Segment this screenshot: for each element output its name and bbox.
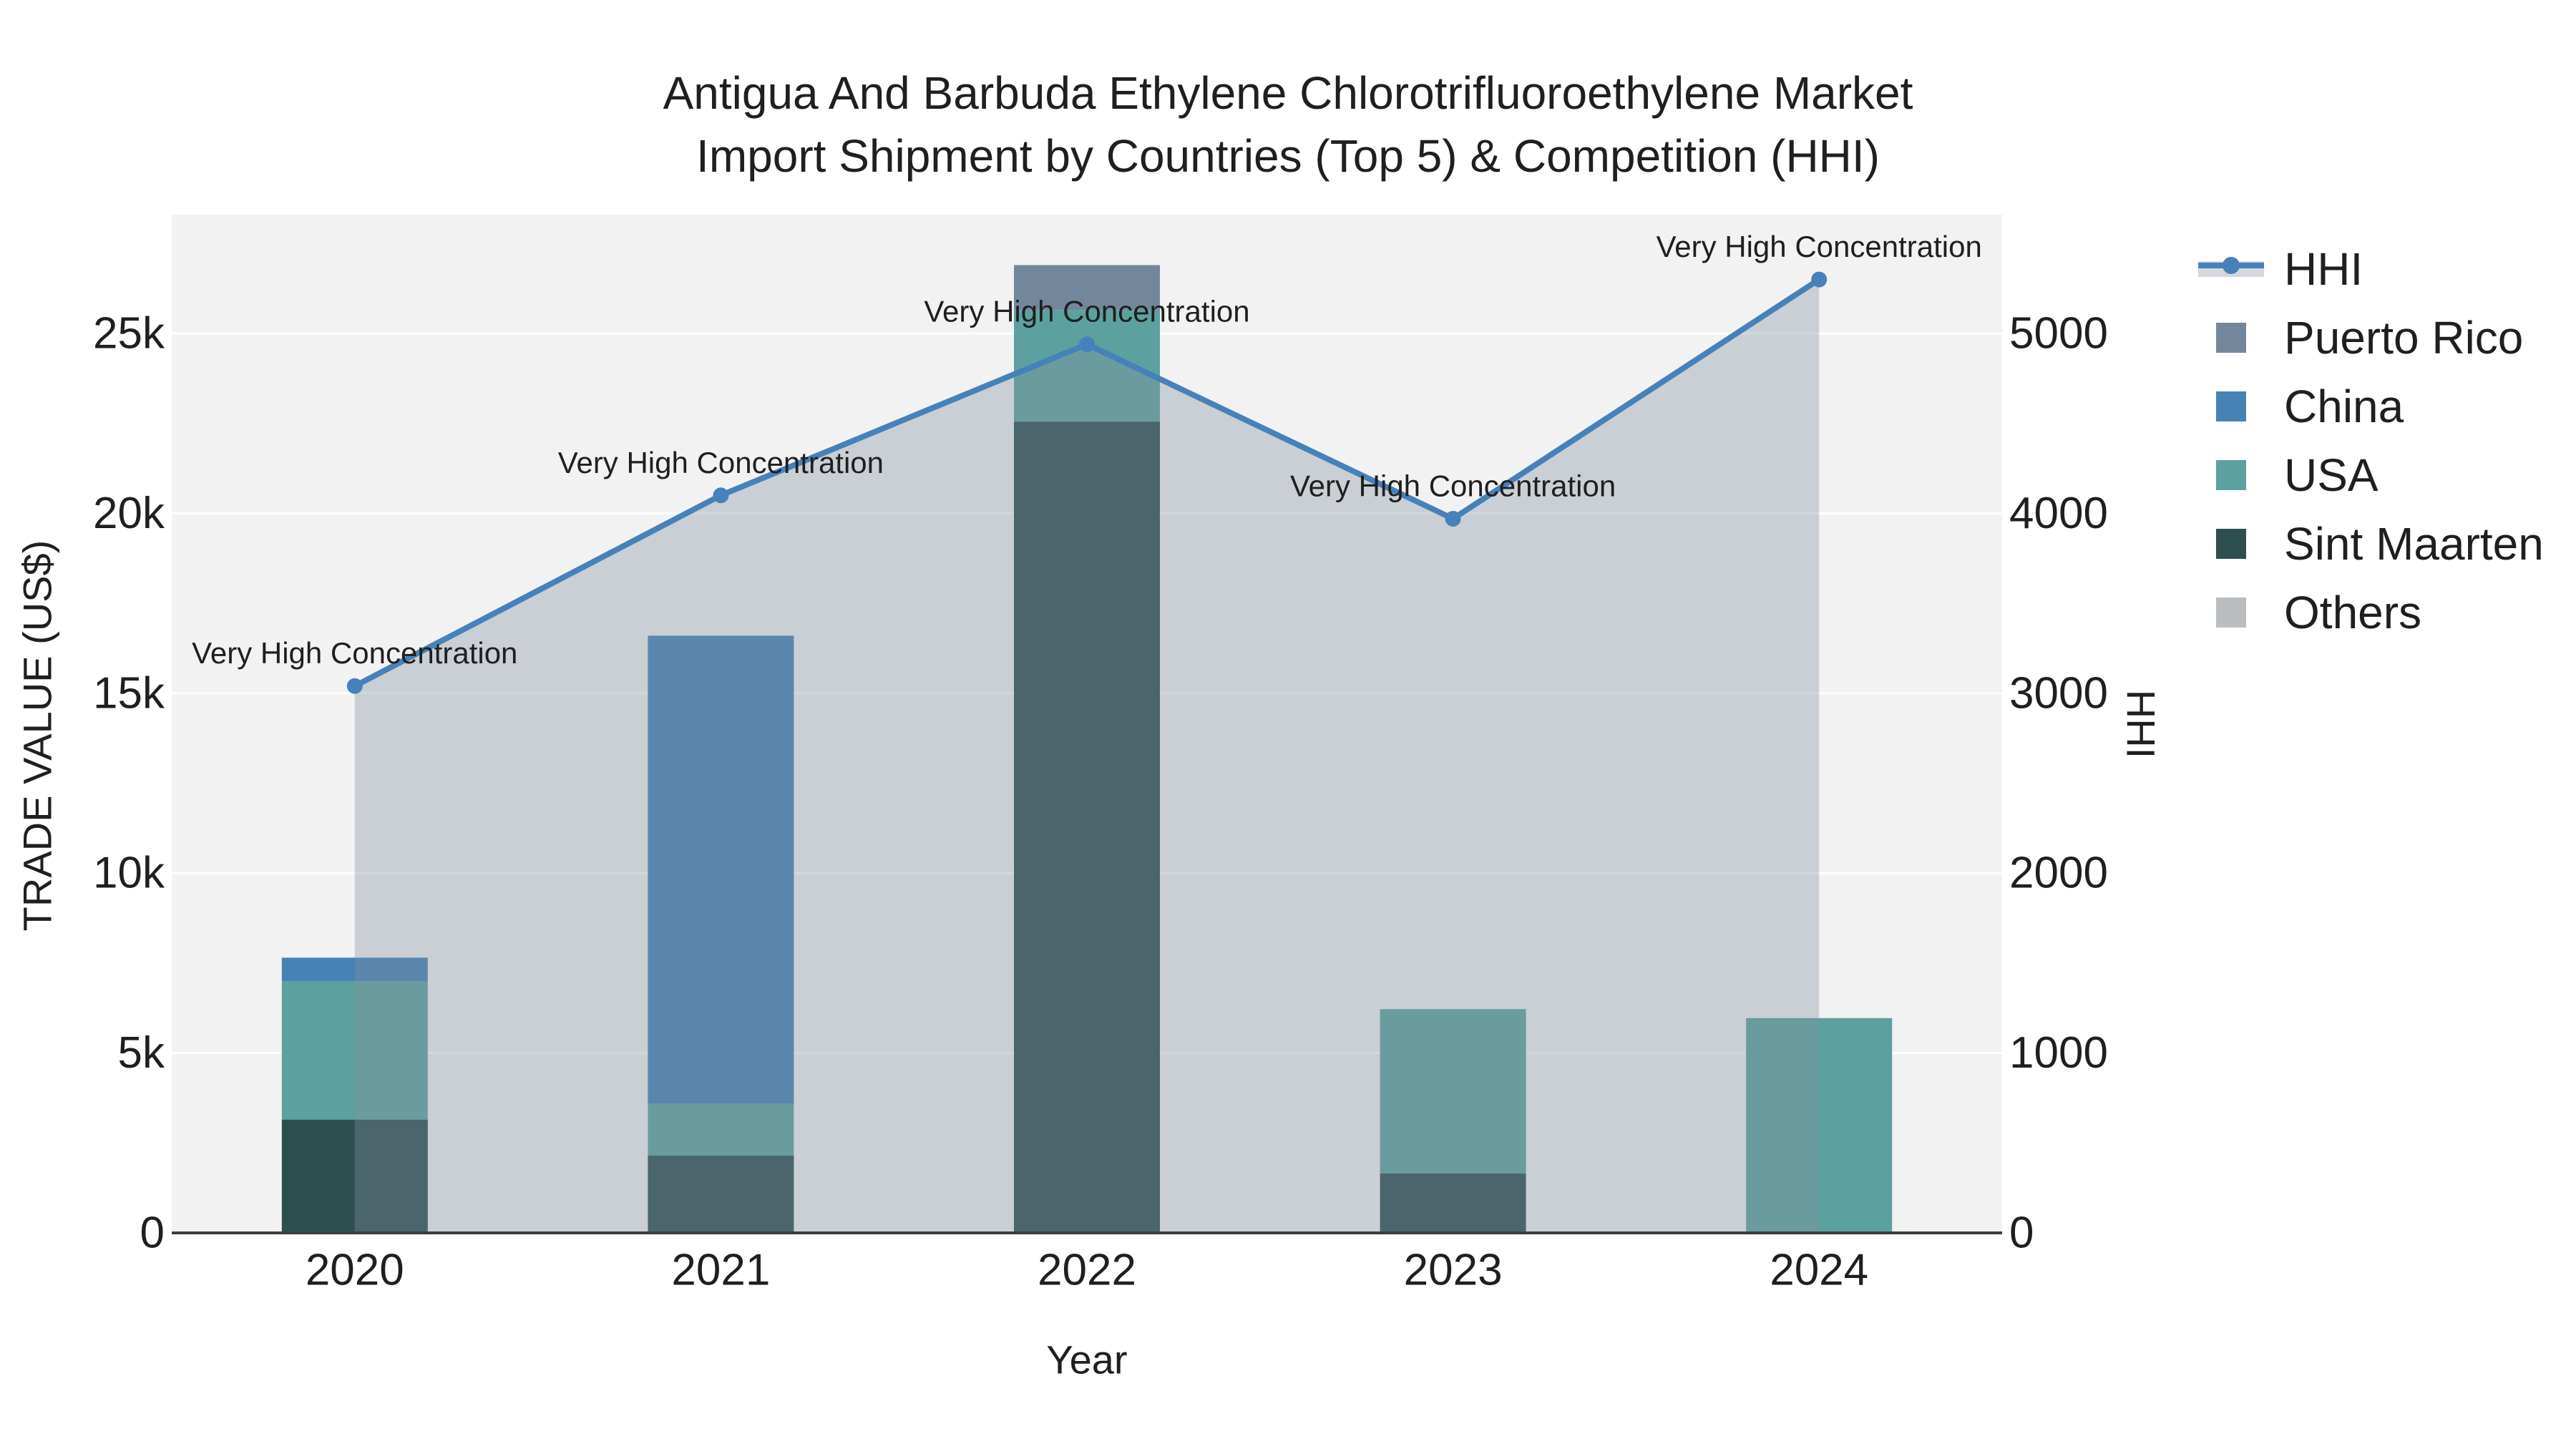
annotation-2023: Very High Concentration — [1290, 469, 1616, 502]
right-tick-2000: 2000 — [2009, 849, 2108, 898]
hhi-area — [354, 279, 1820, 1234]
legend-label: Puerto Rico — [2284, 312, 2524, 364]
hhi-marker-2023[interactable] — [1445, 510, 1461, 527]
annotation-2022: Very High Concentration — [924, 295, 1249, 328]
swatch-square-icon — [2216, 391, 2246, 421]
left-tick-25k: 25k — [93, 309, 165, 358]
legend-item-usa[interactable]: USA — [2198, 441, 2544, 509]
chart-title-line1: Antigua And Barbuda Ethylene Chlorotrifl… — [663, 67, 1913, 119]
legend-item-puerto-rico[interactable]: Puerto Rico — [2198, 303, 2544, 372]
x-tick-2020: 2020 — [306, 1246, 404, 1295]
legend-hhi-line-swatch — [2198, 257, 2264, 280]
bar-segment-usa-2023[interactable] — [1380, 1009, 1526, 1174]
legend-color-swatch — [2198, 323, 2264, 353]
left-tick-5k: 5k — [118, 1028, 165, 1078]
x-tick-2022: 2022 — [1038, 1246, 1136, 1295]
annotation-2024: Very High Concentration — [1657, 230, 1982, 263]
legend-color-swatch — [2198, 460, 2264, 490]
legend-label: USA — [2284, 449, 2379, 501]
legend-color-swatch — [2198, 597, 2264, 628]
y-axis-title-left: TRADE VALUE (US$) — [15, 540, 60, 932]
chart-title-line2: Import Shipment by Countries (Top 5) & C… — [696, 130, 1880, 182]
hhi-marker-2021[interactable] — [713, 487, 729, 504]
right-tick-3000: 3000 — [2009, 668, 2108, 718]
hhi-marker-2020[interactable] — [346, 678, 363, 694]
y-axis-title-right: HHI — [2119, 690, 2164, 758]
swatch-square-icon — [2216, 529, 2246, 559]
left-tick-20k: 20k — [93, 489, 165, 538]
left-tick-15k: 15k — [93, 668, 165, 718]
legend-label: Sint Maarten — [2284, 518, 2544, 570]
x-tick-2023: 2023 — [1404, 1246, 1503, 1295]
x-tick-2024: 2024 — [1770, 1246, 1868, 1295]
bar-segment-usa-2021[interactable] — [648, 1103, 794, 1156]
bar-segment-sint-maarten-2023[interactable] — [1380, 1174, 1526, 1233]
swatch-square-icon — [2216, 597, 2246, 628]
swatch-square-icon — [2216, 323, 2246, 353]
bar-segment-china-2021[interactable] — [648, 635, 794, 1103]
swatch-square-icon — [2216, 460, 2246, 490]
left-tick-10k: 10k — [93, 849, 165, 898]
legend-label: HHI — [2284, 243, 2363, 295]
hhi-marker-2022[interactable] — [1079, 336, 1095, 353]
legend-item-sint-maarten[interactable]: Sint Maarten — [2198, 509, 2544, 578]
x-tick-2021: 2021 — [671, 1246, 770, 1295]
legend-item-china[interactable]: China — [2198, 372, 2544, 441]
annotation-2020: Very High Concentration — [192, 636, 517, 670]
annotation-2021: Very High Concentration — [558, 446, 884, 479]
bar-segment-china-2020[interactable] — [281, 957, 428, 982]
x-axis-title: Year — [1046, 1337, 1127, 1382]
right-tick-4000: 4000 — [2009, 489, 2108, 538]
chart-title: Antigua And Barbuda Ethylene Chlorotrifl… — [0, 62, 2576, 187]
bar-segment-usa-2024[interactable] — [1746, 1018, 1893, 1233]
bar-segment-sint-maarten-2020[interactable] — [281, 1119, 428, 1233]
right-tick-0: 0 — [2009, 1209, 2034, 1258]
hhi-marker-2024[interactable] — [1811, 271, 1828, 288]
right-tick-1000: 1000 — [2009, 1028, 2108, 1078]
legend-item-others[interactable]: Others — [2198, 578, 2544, 647]
hhi-line-icon — [2198, 257, 2264, 280]
legend-item-hhi[interactable]: HHI — [2198, 235, 2544, 303]
legend-label: China — [2284, 381, 2404, 432]
legend-color-swatch — [2198, 391, 2264, 421]
legend-label: Others — [2284, 587, 2422, 638]
legend: HHI Puerto Rico China USA Sint Maarten Others — [2198, 235, 2544, 647]
legend-color-swatch — [2198, 529, 2264, 559]
right-tick-5000: 5000 — [2009, 309, 2108, 358]
bar-segment-sint-maarten-2021[interactable] — [648, 1155, 794, 1233]
bar-segment-usa-2020[interactable] — [281, 981, 428, 1120]
bar-segment-sint-maarten-2022[interactable] — [1014, 421, 1160, 1233]
bar-segment-puerto-rico-2022[interactable] — [1014, 265, 1160, 311]
left-tick-0: 0 — [140, 1209, 165, 1258]
